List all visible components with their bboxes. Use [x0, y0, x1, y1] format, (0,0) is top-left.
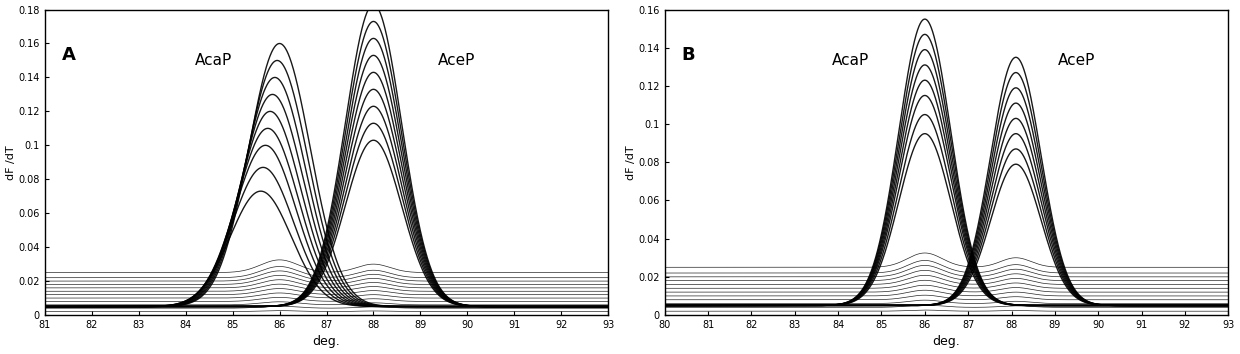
Text: AceP: AceP	[438, 52, 475, 68]
Text: AcaP: AcaP	[832, 52, 869, 68]
Text: AceP: AceP	[1058, 52, 1095, 68]
Text: B: B	[682, 46, 696, 64]
X-axis label: deg.: deg.	[312, 336, 341, 348]
X-axis label: deg.: deg.	[932, 336, 961, 348]
Y-axis label: dF /dT: dF /dT	[5, 145, 16, 179]
Text: A: A	[62, 46, 76, 64]
Text: AcaP: AcaP	[195, 52, 232, 68]
Y-axis label: dF /dT: dF /dT	[625, 145, 636, 179]
